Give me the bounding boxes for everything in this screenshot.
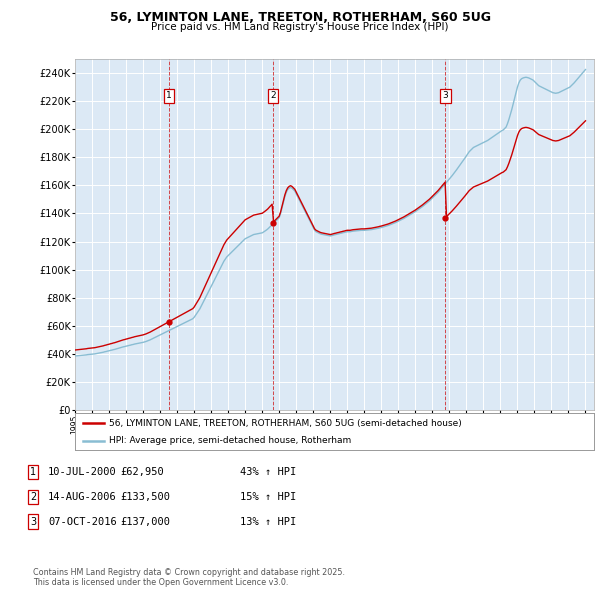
Text: 2: 2 <box>270 91 275 100</box>
Text: HPI: Average price, semi-detached house, Rotherham: HPI: Average price, semi-detached house,… <box>109 437 351 445</box>
Text: 14-AUG-2006: 14-AUG-2006 <box>48 492 117 502</box>
Text: 2: 2 <box>30 492 36 502</box>
Text: 15% ↑ HPI: 15% ↑ HPI <box>240 492 296 502</box>
Text: £62,950: £62,950 <box>120 467 164 477</box>
Text: 10-JUL-2000: 10-JUL-2000 <box>48 467 117 477</box>
Text: 56, LYMINTON LANE, TREETON, ROTHERHAM, S60 5UG: 56, LYMINTON LANE, TREETON, ROTHERHAM, S… <box>110 11 491 24</box>
Text: 3: 3 <box>443 91 448 100</box>
Text: 1: 1 <box>30 467 36 477</box>
Text: 56, LYMINTON LANE, TREETON, ROTHERHAM, S60 5UG (semi-detached house): 56, LYMINTON LANE, TREETON, ROTHERHAM, S… <box>109 419 461 428</box>
Text: 07-OCT-2016: 07-OCT-2016 <box>48 517 117 526</box>
Text: 1: 1 <box>166 91 172 100</box>
Text: £133,500: £133,500 <box>120 492 170 502</box>
Text: Price paid vs. HM Land Registry's House Price Index (HPI): Price paid vs. HM Land Registry's House … <box>151 22 449 32</box>
Text: 13% ↑ HPI: 13% ↑ HPI <box>240 517 296 526</box>
Text: 3: 3 <box>30 517 36 526</box>
Text: £137,000: £137,000 <box>120 517 170 526</box>
Text: 43% ↑ HPI: 43% ↑ HPI <box>240 467 296 477</box>
Text: Contains HM Land Registry data © Crown copyright and database right 2025.
This d: Contains HM Land Registry data © Crown c… <box>33 568 345 587</box>
